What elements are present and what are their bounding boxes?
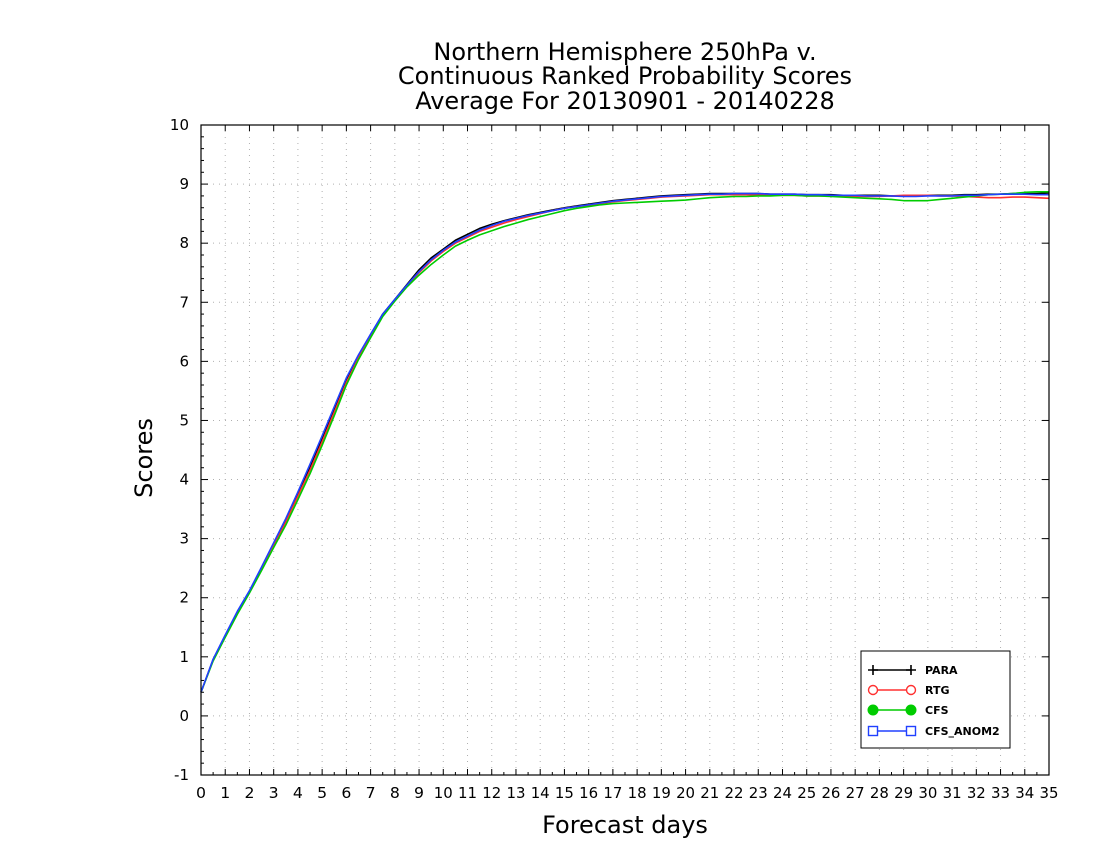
y-tick-label: 0 [179, 707, 189, 725]
legend-marker-para [906, 665, 916, 675]
x-tick-label: 8 [390, 784, 400, 802]
x-tick-label: 5 [317, 784, 327, 802]
x-tick-label: 30 [918, 784, 937, 802]
y-tick-label: -1 [174, 766, 189, 784]
x-tick-label: 12 [482, 784, 501, 802]
series-line-cfs-anom2 [200, 192, 1049, 693]
x-tick-label: 25 [797, 784, 816, 802]
legend-marker-cfs [905, 704, 917, 716]
x-tick-label: 1 [220, 784, 230, 802]
series-lines [200, 190, 1050, 693]
x-tick-label: 23 [749, 784, 768, 802]
x-tick-label: 17 [603, 784, 622, 802]
y-tick-label: 7 [179, 293, 189, 311]
legend-marker-cfs-anom2 [867, 725, 879, 737]
x-tick-label: 16 [579, 784, 598, 802]
legend: PARA RTG CFS CFS_ANOM2 [860, 650, 1011, 749]
x-tick-label: 15 [555, 784, 574, 802]
x-tick-label: 31 [943, 784, 962, 802]
y-tick-label: 8 [179, 234, 189, 252]
x-axis-ticks: 0 1 2 3 4 5 6 7 8 9 10 11 12 13 14 15 16 17 18 19 20 21 22 23 24… [196, 125, 1059, 802]
x-tick-label: 9 [414, 784, 424, 802]
legend-label-cfs: CFS [925, 704, 949, 717]
x-tick-label: 10 [434, 784, 453, 802]
y-axis-label: Scores [130, 418, 158, 498]
y-tick-label: 3 [179, 530, 189, 548]
y-tick-label: 10 [170, 116, 189, 134]
series-line-para [200, 192, 1050, 693]
x-tick-label: 21 [700, 784, 719, 802]
legend-marker-rtg [905, 684, 917, 696]
x-tick-label: 18 [628, 784, 647, 802]
legend-marker-cfs-anom2 [905, 725, 917, 737]
y-tick-label: 2 [179, 589, 189, 607]
chart-title-line-1: Northern Hemisphere 250hPa v. [433, 38, 816, 66]
chart-title-line-3: Average For 20130901 - 20140228 [415, 87, 835, 115]
x-tick-label: 24 [773, 784, 792, 802]
legend-label-rtg: RTG [925, 684, 950, 697]
legend-marker-para [868, 665, 878, 675]
x-tick-label: 34 [1015, 784, 1034, 802]
legend-label-para: PARA [925, 664, 958, 677]
x-tick-label: 19 [652, 784, 671, 802]
series-line-cfs [200, 190, 1049, 693]
x-tick-label: 35 [1040, 784, 1059, 802]
x-tick-label: 4 [293, 784, 303, 802]
x-tick-label: 26 [821, 784, 840, 802]
y-tick-label: 4 [179, 471, 189, 489]
x-tick-label: 27 [846, 784, 865, 802]
legend-label-cfs-anom2: CFS_ANOM2 [925, 725, 1000, 738]
x-tick-label: 6 [341, 784, 351, 802]
series-line-rtg [200, 193, 1050, 693]
y-tick-label: 9 [179, 175, 189, 193]
x-tick-label: 20 [676, 784, 695, 802]
x-tick-label: 13 [506, 784, 525, 802]
x-tick-label: 28 [870, 784, 889, 802]
legend-box [860, 650, 1011, 749]
x-tick-label: 2 [244, 784, 254, 802]
x-tick-label: 32 [967, 784, 986, 802]
y-axis-ticks: -1 0 1 2 3 4 5 6 7 8 9 10 [170, 116, 1049, 784]
x-tick-label: 7 [366, 784, 376, 802]
x-tick-label: 0 [196, 784, 206, 802]
x-tick-label: 22 [725, 784, 744, 802]
x-axis-label: Forecast days [542, 811, 708, 839]
y-tick-label: 5 [179, 411, 189, 429]
y-tick-label: 6 [179, 352, 189, 370]
legend-marker-cfs [867, 704, 879, 716]
legend-marker-rtg [867, 684, 879, 696]
x-tick-label: 14 [531, 784, 550, 802]
x-tick-label: 3 [269, 784, 279, 802]
x-tick-label: 11 [458, 784, 477, 802]
x-tick-label: 29 [894, 784, 913, 802]
y-tick-label: 1 [179, 648, 189, 666]
grid-lines [201, 125, 1049, 775]
chart-title-line-2: Continuous Ranked Probability Scores [398, 62, 852, 90]
chart-title: Northern Hemisphere 250hPa v. Continuous… [398, 38, 852, 115]
x-tick-label: 33 [991, 784, 1010, 802]
